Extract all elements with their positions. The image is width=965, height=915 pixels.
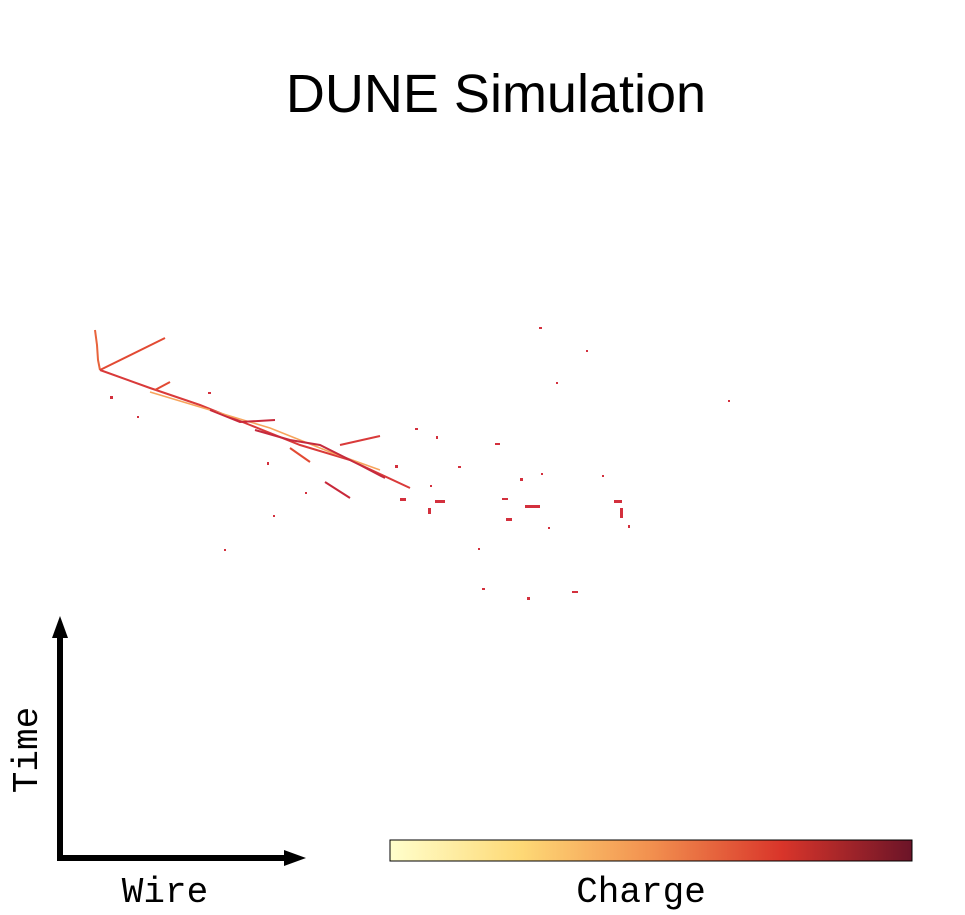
colorbar xyxy=(389,839,913,862)
wire-label: Wire xyxy=(122,872,208,913)
tracks xyxy=(94,329,411,499)
time-label: Time xyxy=(7,707,48,793)
axes-arrows xyxy=(52,616,306,866)
hits xyxy=(110,327,730,600)
colorbar-label: Charge xyxy=(576,872,706,913)
title: DUNE Simulation xyxy=(286,64,706,124)
